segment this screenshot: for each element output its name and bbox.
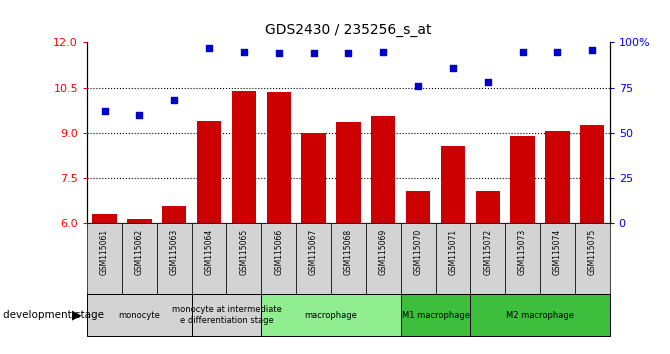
Text: GSM115073: GSM115073 bbox=[518, 229, 527, 275]
Point bbox=[587, 47, 598, 52]
Point bbox=[517, 49, 528, 55]
Bar bbox=[511, 136, 535, 223]
Point bbox=[448, 65, 458, 70]
Text: GSM115068: GSM115068 bbox=[344, 229, 353, 275]
Text: monocyte: monocyte bbox=[119, 310, 160, 320]
Bar bbox=[406, 192, 430, 223]
Text: development stage: development stage bbox=[3, 310, 105, 320]
Bar bbox=[336, 122, 360, 223]
Point bbox=[413, 83, 423, 88]
Bar bbox=[162, 206, 186, 223]
Text: GSM115072: GSM115072 bbox=[483, 229, 492, 275]
Bar bbox=[92, 214, 117, 223]
Text: macrophage: macrophage bbox=[305, 310, 357, 320]
Text: monocyte at intermediate
e differentiation stage: monocyte at intermediate e differentiati… bbox=[172, 306, 281, 325]
Bar bbox=[267, 92, 291, 223]
Bar bbox=[441, 146, 465, 223]
Text: ▶: ▶ bbox=[72, 309, 81, 321]
Point bbox=[239, 49, 249, 55]
Point bbox=[99, 108, 110, 114]
Text: GSM115075: GSM115075 bbox=[588, 229, 597, 275]
Bar bbox=[476, 192, 500, 223]
Text: GSM115061: GSM115061 bbox=[100, 229, 109, 275]
Point bbox=[378, 49, 389, 55]
Point bbox=[482, 79, 493, 85]
Bar bbox=[127, 218, 151, 223]
Point bbox=[204, 45, 214, 51]
Bar bbox=[232, 91, 256, 223]
Text: GSM115070: GSM115070 bbox=[413, 229, 423, 275]
Point bbox=[343, 51, 354, 56]
Point bbox=[169, 97, 180, 103]
Text: GSM115074: GSM115074 bbox=[553, 229, 562, 275]
Text: GSM115063: GSM115063 bbox=[170, 229, 179, 275]
Title: GDS2430 / 235256_s_at: GDS2430 / 235256_s_at bbox=[265, 23, 431, 37]
Bar bbox=[545, 131, 570, 223]
Text: GSM115069: GSM115069 bbox=[379, 229, 388, 275]
Bar bbox=[580, 125, 604, 223]
Text: GSM115062: GSM115062 bbox=[135, 229, 144, 275]
Text: M1 macrophage: M1 macrophage bbox=[401, 310, 470, 320]
Point bbox=[273, 51, 284, 56]
Text: M2 macrophage: M2 macrophage bbox=[506, 310, 574, 320]
Text: GSM115067: GSM115067 bbox=[309, 229, 318, 275]
Bar bbox=[197, 121, 221, 223]
Text: GSM115065: GSM115065 bbox=[239, 229, 249, 275]
Point bbox=[134, 112, 145, 118]
Text: GSM115066: GSM115066 bbox=[274, 229, 283, 275]
Text: GSM115071: GSM115071 bbox=[448, 229, 458, 275]
Point bbox=[552, 49, 563, 55]
Bar bbox=[302, 133, 326, 223]
Point bbox=[308, 51, 319, 56]
Text: GSM115064: GSM115064 bbox=[204, 229, 214, 275]
Bar bbox=[371, 116, 395, 223]
